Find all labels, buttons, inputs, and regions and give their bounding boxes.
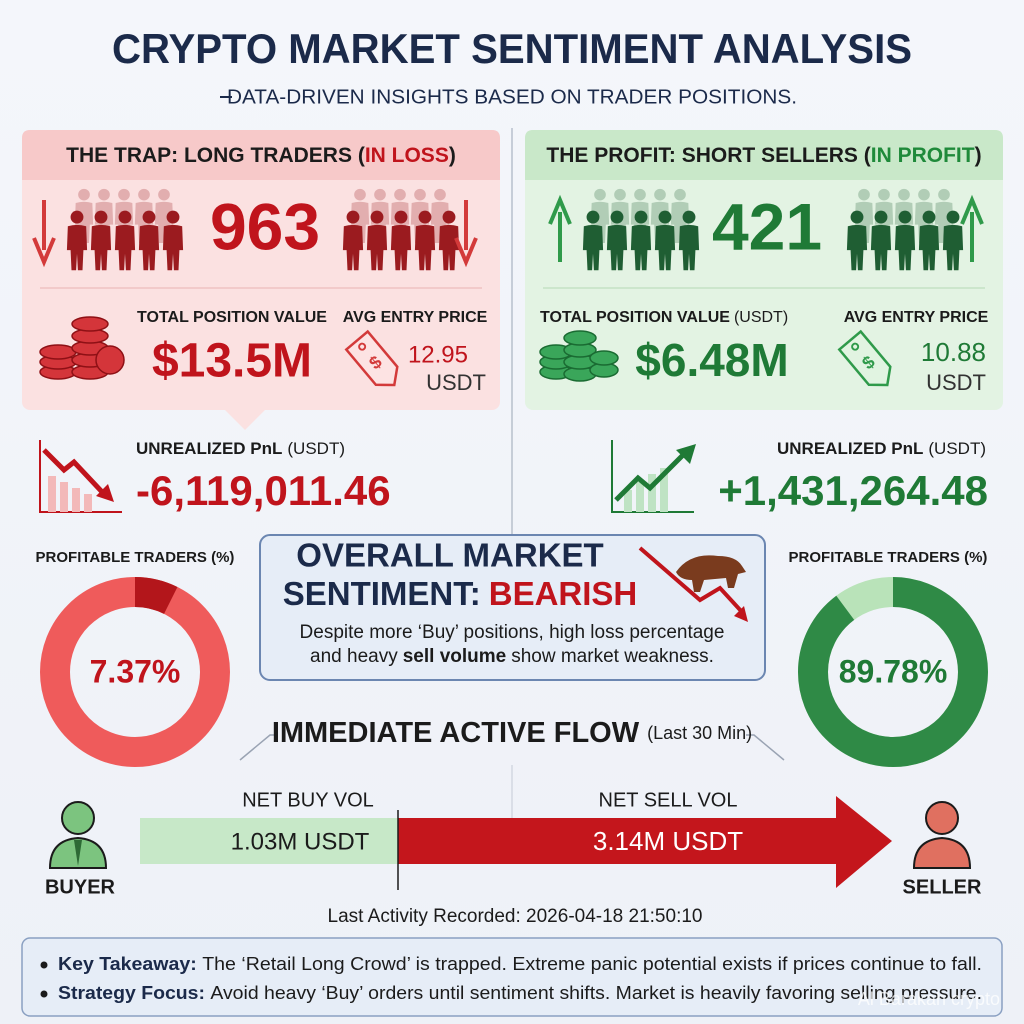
sell-arrow: [398, 796, 892, 888]
short-pnl-label: UNREALIZED PnL (USDT): [777, 439, 986, 458]
title: CRYPTO MARKET SENTIMENT ANALYSIS: [112, 25, 912, 72]
short-panel-header: [525, 130, 1003, 180]
long-pnl-value: -6,119,011.46: [136, 467, 391, 514]
short-profitable-label: PROFITABLE TRADERS (%): [789, 549, 988, 566]
takeaway: Key Takeaway: The ‘Retail Long Crowd’ is …: [58, 954, 982, 974]
buy-bar: [140, 818, 398, 864]
up-arrow: [960, 194, 984, 262]
sentiment-box: [259, 534, 766, 681]
takeaway-label: Strategy Focus:: [58, 983, 205, 1003]
sentiment-desc1: Despite more ‘Buy’ positions, high loss …: [300, 622, 725, 643]
long-title-text: THE TRAP: LONG TRADERS (: [66, 144, 365, 167]
coins-icon: [39, 316, 125, 380]
short-title-highlight: IN PROFIT: [871, 144, 975, 167]
buy-value: 1.03M USDT: [231, 828, 370, 855]
long-entry-unit: USDT: [426, 370, 486, 395]
long-profitable-value: 7.37%: [90, 653, 181, 689]
seller-icon: [912, 801, 972, 869]
flow-rule: [239, 734, 278, 761]
short-entry-label: AVG ENTRY PRICE: [844, 309, 989, 326]
long-title-end: ): [449, 144, 456, 167]
short-title-end: ): [975, 144, 982, 167]
sentiment-line2: SENTIMENT: BEARISH: [283, 575, 638, 612]
short-title: THE PROFIT: SHORT SELLERS (IN PROFIT): [546, 144, 981, 167]
long-pnl-label: UNREALIZED PnL (USDT): [136, 439, 345, 458]
sell-value: 3.14M USDT: [593, 826, 743, 856]
bear-icon: [638, 546, 748, 622]
long-title-highlight: IN LOSS: [365, 144, 449, 167]
takeaway-text: Avoid heavy ‘Buy’ orders until sentiment…: [210, 983, 982, 1003]
short-entry-unit: USDT: [926, 370, 986, 395]
donuts: [40, 577, 988, 767]
price-tag: $: [837, 329, 892, 387]
takeaway-box: [21, 937, 1003, 1017]
long-entry-price: 12.95: [408, 341, 468, 368]
flow-period: (Last 30 Min): [647, 723, 752, 743]
short-position-value: $6.48M: [635, 334, 788, 386]
down-chart-icon: [39, 440, 122, 513]
flow-title-text: IMMEDIATE ACTIVE FLOW: [272, 717, 640, 749]
pointer: [225, 410, 265, 430]
price-tag: $: [344, 329, 399, 387]
short-position-unit: (USDT): [734, 309, 788, 326]
down-arrow: [454, 200, 478, 268]
short-traders: 421: [712, 189, 822, 263]
short-profitable-value: 89.78%: [839, 653, 948, 689]
sentiment-desc2: and heavy sell volume show market weakness…: [310, 646, 714, 667]
up-arrow: [548, 194, 572, 262]
desc-bold: sell volume: [403, 646, 507, 667]
long-position-label: TOTAL POSITION VALUE: [137, 309, 327, 326]
takeaway-text: The ‘Retail Long Crowd’ is trapped. Extr…: [202, 954, 982, 974]
long-profitable-label: PROFITABLE TRADERS (%): [36, 549, 235, 566]
seller-label: SELLER: [903, 876, 982, 898]
buyer-label: BUYER: [45, 876, 116, 898]
down-arrow: [32, 200, 56, 268]
takeaway: Strategy Focus: Avoid heavy ‘Buy’ orders …: [58, 983, 982, 1003]
bullet: [40, 990, 48, 998]
desc-start: and heavy: [310, 646, 398, 667]
buyer-icon: [48, 801, 108, 869]
sell-label: NET SELL VOL: [599, 789, 738, 811]
short-position-label-text: TOTAL POSITION VALUE: [540, 309, 730, 326]
short-pnl-unit: (USDT): [928, 439, 986, 458]
flow-rule: [746, 734, 785, 761]
short-position-label: TOTAL POSITION VALUE (USDT): [540, 309, 788, 326]
sentiment-label: SENTIMENT:: [283, 575, 481, 612]
short-pnl-value: +1,431,264.48: [718, 467, 988, 514]
watermark: Al Barakah crypto: [858, 989, 1000, 1009]
desc-end: show market weakness.: [511, 646, 714, 667]
donut-arc: [40, 577, 230, 767]
sentiment-verdict: BEARISH: [489, 575, 638, 612]
long-traders: 963: [210, 189, 320, 263]
long-pnl-label-text: UNREALIZED PnL: [136, 439, 282, 458]
long-pnl-unit: (USDT): [287, 439, 345, 458]
last-activity: Last Activity Recorded: 2026-04-18 21:50…: [328, 906, 703, 927]
short-entry-price: 10.88: [921, 337, 986, 367]
long-entry-label: AVG ENTRY PRICE: [343, 309, 488, 326]
long-position-value: $13.5M: [152, 335, 312, 388]
bullet: [40, 961, 48, 969]
flow-title: IMMEDIATE ACTIVE FLOW (Last 30 Min): [272, 717, 752, 749]
donut-arc: [798, 577, 988, 767]
long-panel-header: [22, 130, 500, 180]
short-pnl-label-text: UNREALIZED PnL: [777, 439, 923, 458]
coins-icon: [539, 330, 619, 382]
long-title: THE TRAP: LONG TRADERS (IN LOSS): [66, 144, 456, 167]
subtitle: DATA-DRIVEN INSIGHTS BASED ON TRADER POS…: [227, 86, 797, 108]
buy-label: NET BUY VOL: [242, 789, 374, 811]
up-chart-icon: [611, 440, 696, 513]
sentiment-line1: OVERALL MARKET: [296, 537, 603, 574]
short-title-text: THE PROFIT: SHORT SELLERS (: [546, 144, 870, 167]
takeaway-label: Key Takeaway:: [58, 954, 197, 974]
